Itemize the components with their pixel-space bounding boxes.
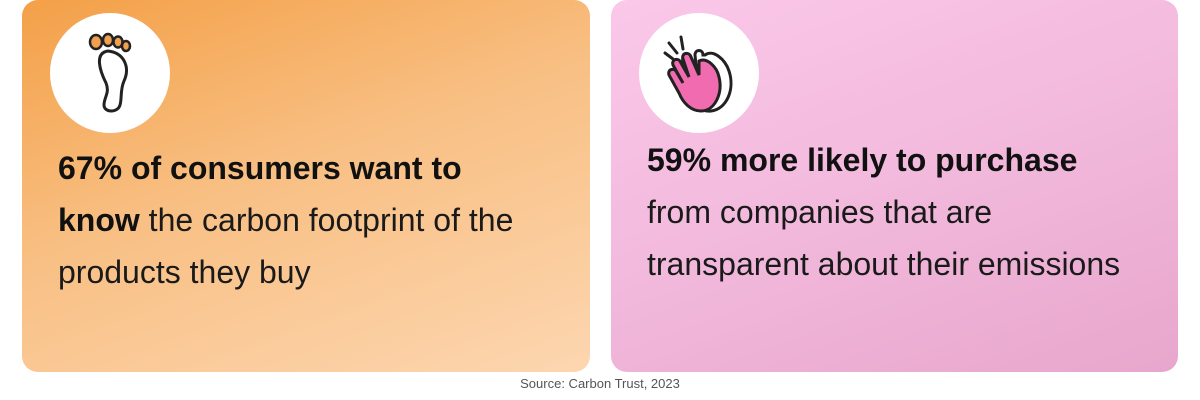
clap-icon xyxy=(639,13,759,133)
stat-highlight: 59% more likely to purchase xyxy=(647,142,1078,178)
source-note: Source: Carbon Trust, 2023 xyxy=(520,376,680,391)
stat-detail: the carbon footprint of the products the… xyxy=(58,202,514,290)
footprint-icon xyxy=(50,13,170,133)
stat-card: 67% of consumers want to know the carbon… xyxy=(22,0,590,372)
stat-text: 59% more likely to purchase from compani… xyxy=(647,134,1122,290)
stat-text: 67% of consumers want to know the carbon… xyxy=(58,142,528,298)
stat-card: 59% more likely to purchase from compani… xyxy=(611,0,1178,372)
stat-highlight: 67% of consumers want to know xyxy=(58,150,462,238)
stat-detail: from companies that are transparent abou… xyxy=(647,194,1121,282)
